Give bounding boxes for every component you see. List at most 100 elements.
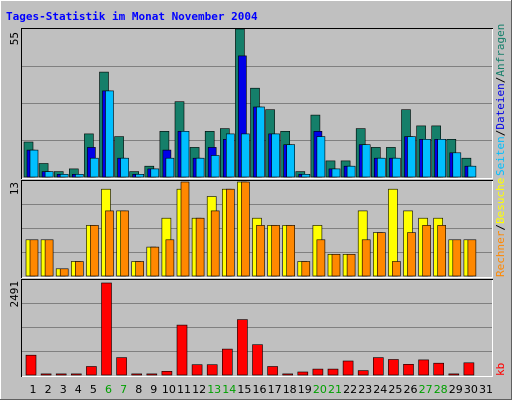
bar-seiten-day-9 xyxy=(150,168,160,178)
bar-rechner-day-13 xyxy=(210,210,220,277)
x-axis-day-label: 2 xyxy=(45,383,52,396)
x-axis-day-label: 23 xyxy=(358,383,372,396)
bar-rechner-day-4 xyxy=(75,261,84,277)
bar-rechner-day-21 xyxy=(331,254,341,277)
bar-rechner-day-1 xyxy=(29,239,39,277)
x-axis-day-label: 27 xyxy=(419,383,433,396)
bar-kb-day-30 xyxy=(463,362,475,376)
x-axis-day-label: 22 xyxy=(343,383,357,396)
legend-visits: Rechner/Besuche xyxy=(494,178,507,277)
bar-kb-day-5 xyxy=(86,366,97,376)
bar-kb-day-27 xyxy=(418,359,429,376)
legend-rechner: Rechner xyxy=(494,230,507,277)
bar-rechner-day-20 xyxy=(316,239,326,277)
bar-rechner-day-19 xyxy=(301,261,311,277)
bar-seiten-day-26 xyxy=(407,136,416,178)
legend-separator: / xyxy=(494,130,507,137)
bar-rechner-day-11 xyxy=(180,181,190,277)
bar-rechner-day-7 xyxy=(120,210,129,277)
bar-kb-day-16 xyxy=(252,344,263,376)
bar-seiten-day-27 xyxy=(422,139,431,178)
x-axis-day-label: 19 xyxy=(298,383,312,396)
bar-seiten-day-30 xyxy=(467,165,477,178)
bar-rechner-day-9 xyxy=(150,246,160,277)
x-axis-day-label: 9 xyxy=(150,383,157,396)
bar-rechner-day-29 xyxy=(452,239,462,277)
legend-separator: / xyxy=(494,77,507,84)
panel-requests xyxy=(21,28,493,179)
bar-seiten-day-28 xyxy=(437,139,447,178)
x-axis-day-label: 10 xyxy=(162,383,176,396)
bar-seiten-day-22 xyxy=(346,165,356,178)
bar-kb-day-11 xyxy=(176,324,188,376)
x-axis-day-label: 24 xyxy=(373,383,387,396)
legend-anfragen: Anfragen xyxy=(494,24,507,77)
bar-seiten-day-24 xyxy=(376,157,386,178)
bar-kb-day-13 xyxy=(206,364,218,376)
bar-kb-day-12 xyxy=(191,364,203,376)
x-axis-day-label: 21 xyxy=(328,383,342,396)
panel-requests-ymax-label: 55 xyxy=(8,32,21,45)
bar-kb-day-26 xyxy=(403,363,414,376)
bar-seiten-day-8 xyxy=(135,174,144,178)
bar-kb-day-29 xyxy=(448,373,460,376)
panel-requests-bars xyxy=(23,28,477,178)
legend-dateien: Dateien xyxy=(494,83,507,129)
x-axis-day-label: 6 xyxy=(105,383,112,396)
bar-seiten-day-12 xyxy=(195,157,205,178)
bar-seiten-day-2 xyxy=(44,171,54,178)
bar-rechner-day-30 xyxy=(467,239,477,277)
bar-seiten-day-3 xyxy=(59,174,69,178)
bar-kb-day-4 xyxy=(71,373,82,376)
x-axis-day-label: 1 xyxy=(30,383,37,396)
bar-kb-day-14 xyxy=(222,348,233,376)
x-axis-day-label: 8 xyxy=(135,383,142,396)
x-axis-day-label: 28 xyxy=(434,383,448,396)
legend-requests: Seiten/Dateien/Anfragen xyxy=(494,24,507,176)
x-axis-day-labels: 1 2 3 4 5 6 7 8 9 10 11 12 13 14 15 16 17 18 19 20 21 22 23 24 2… xyxy=(30,383,494,396)
bar-rechner-day-18 xyxy=(286,225,296,277)
bar-kb-day-9 xyxy=(146,373,158,376)
bar-seiten-day-29 xyxy=(452,152,462,178)
bar-seiten-day-19 xyxy=(301,174,311,178)
x-axis-day-label: 11 xyxy=(177,383,191,396)
bar-seiten-day-15 xyxy=(241,133,250,178)
bar-kb-day-19 xyxy=(297,371,309,376)
bar-seiten-day-20 xyxy=(316,136,326,178)
panel-traffic-bars xyxy=(25,282,475,376)
bar-kb-day-23 xyxy=(357,370,369,376)
bar-kb-day-1 xyxy=(25,354,37,376)
bar-rechner-day-10 xyxy=(165,239,175,277)
bar-seiten-day-4 xyxy=(75,174,84,178)
bar-seiten-day-1 xyxy=(29,149,39,178)
bar-kb-day-2 xyxy=(40,373,52,376)
bar-seiten-day-16 xyxy=(256,106,265,178)
bar-kb-day-3 xyxy=(55,373,67,376)
bar-rechner-day-15 xyxy=(241,181,250,277)
legend-besuche: Besuche xyxy=(494,178,507,224)
bar-kb-day-18 xyxy=(282,373,294,376)
bar-kb-day-10 xyxy=(161,370,173,376)
panel-visits xyxy=(21,180,493,278)
bar-kb-day-24 xyxy=(372,357,384,376)
x-axis-day-label: 30 xyxy=(464,383,478,396)
bar-rechner-day-24 xyxy=(376,232,386,277)
bar-seiten-day-14 xyxy=(226,133,235,178)
x-axis-day-label: 12 xyxy=(192,383,206,396)
bar-seiten-day-6 xyxy=(105,90,114,178)
bar-seiten-day-7 xyxy=(120,157,129,178)
bar-rechner-day-23 xyxy=(361,239,371,277)
panel-traffic xyxy=(21,279,493,377)
x-axis-day-label: 31 xyxy=(479,383,493,396)
bar-kb-day-20 xyxy=(312,368,324,376)
bar-kb-day-6 xyxy=(101,282,112,376)
bar-rechner-day-3 xyxy=(59,268,69,277)
bar-kb-day-22 xyxy=(342,360,354,376)
bar-seiten-day-23 xyxy=(361,144,371,178)
x-axis-day-label: 20 xyxy=(313,383,327,396)
x-axis-day-label: 18 xyxy=(283,383,297,396)
bar-rechner-day-16 xyxy=(256,225,265,277)
bar-kb-day-7 xyxy=(116,357,127,376)
bar-seiten-day-13 xyxy=(210,155,220,178)
